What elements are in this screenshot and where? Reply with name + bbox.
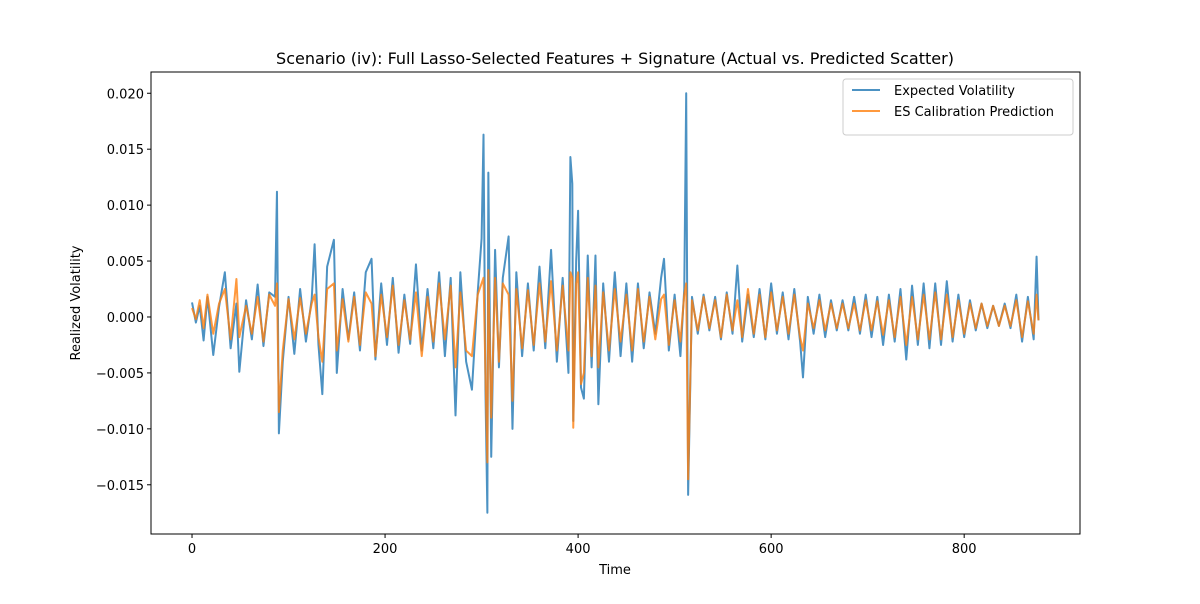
- y-tick-label: 0.015: [107, 143, 144, 158]
- x-tick-label: 800: [952, 542, 977, 557]
- y-tick-label: 0.000: [107, 311, 144, 326]
- y-axis-label: Realized Volatility: [69, 245, 84, 360]
- x-tick-label: 600: [759, 542, 784, 557]
- legend-label: ES Calibration Prediction: [894, 105, 1054, 120]
- y-tick-label: −0.005: [96, 367, 144, 382]
- legend: Expected Volatility ES Calibration Predic…: [842, 78, 1074, 136]
- legend-label: Expected Volatility: [894, 84, 1015, 99]
- y-tick-label: 0.010: [107, 199, 144, 214]
- plot-frame: [150, 71, 1081, 535]
- y-tick-label: 0.005: [107, 255, 144, 270]
- series-line: [191, 269, 1040, 481]
- x-tick-label: 0: [188, 542, 196, 557]
- x-tick-label: 200: [373, 542, 398, 557]
- x-tick-label: 400: [566, 542, 591, 557]
- y-tick-label: −0.015: [96, 479, 144, 494]
- y-tick-label: −0.010: [96, 423, 144, 438]
- x-axis-label: Time: [598, 563, 631, 578]
- chart-title: Scenario (iv): Full Lasso-Selected Featu…: [276, 49, 954, 68]
- y-tick-label: 0.020: [107, 87, 144, 102]
- legend-box: [842, 78, 1074, 136]
- series-line: [191, 92, 1040, 514]
